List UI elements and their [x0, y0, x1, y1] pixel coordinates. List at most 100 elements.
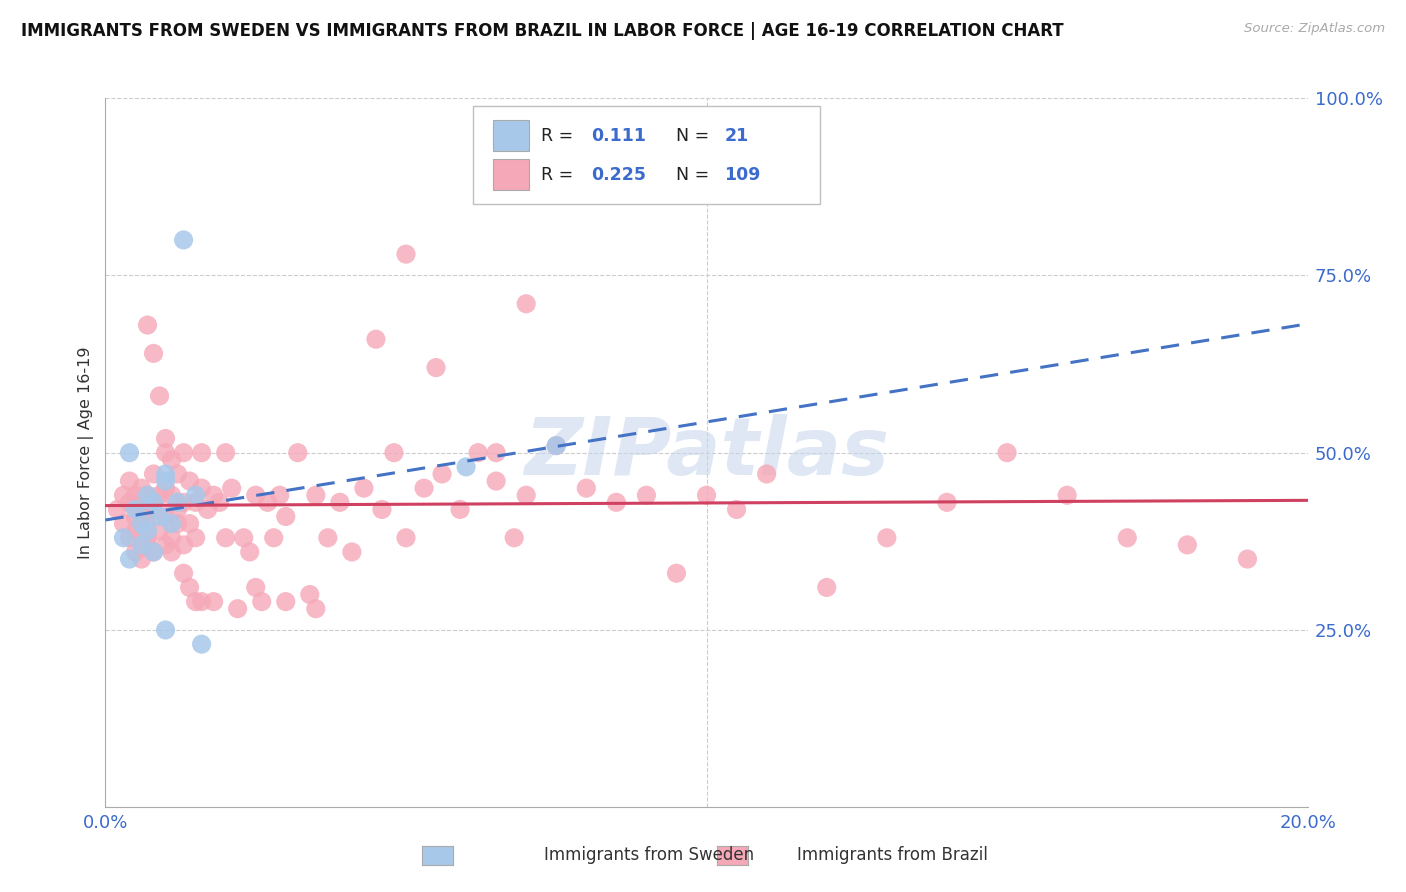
- Point: [166, 516, 188, 531]
- Point: [131, 481, 153, 495]
- Text: 0.111: 0.111: [591, 127, 647, 145]
- Point: [485, 446, 508, 460]
- Point: [263, 531, 285, 545]
- Point: [184, 495, 207, 509]
- Text: N =: N =: [676, 166, 716, 184]
- Point: [190, 637, 212, 651]
- Point: [395, 531, 418, 545]
- Point: [725, 502, 748, 516]
- Point: [173, 233, 195, 247]
- Point: [124, 502, 146, 516]
- Point: [1236, 552, 1258, 566]
- Point: [148, 488, 170, 502]
- Point: [148, 524, 170, 538]
- FancyBboxPatch shape: [492, 159, 529, 190]
- FancyBboxPatch shape: [492, 120, 529, 152]
- Point: [166, 467, 188, 481]
- Text: Immigrants from Sweden: Immigrants from Sweden: [544, 846, 754, 863]
- Point: [173, 495, 195, 509]
- Point: [546, 439, 568, 453]
- Point: [503, 531, 526, 545]
- Point: [256, 495, 278, 509]
- Point: [245, 488, 267, 502]
- Point: [160, 531, 183, 545]
- Point: [124, 488, 146, 502]
- Point: [179, 516, 201, 531]
- Point: [136, 502, 159, 516]
- Point: [179, 581, 201, 595]
- Point: [755, 467, 778, 481]
- Point: [371, 502, 394, 516]
- Point: [148, 509, 170, 524]
- Point: [155, 474, 177, 488]
- Point: [155, 509, 177, 524]
- Point: [1175, 538, 1198, 552]
- Point: [179, 474, 201, 488]
- Point: [190, 594, 212, 608]
- Point: [118, 474, 141, 488]
- Point: [173, 566, 195, 581]
- Point: [298, 588, 321, 602]
- Point: [131, 552, 153, 566]
- Point: [155, 467, 177, 481]
- Point: [425, 360, 447, 375]
- Point: [876, 531, 898, 545]
- Point: [142, 495, 165, 509]
- Point: [636, 488, 658, 502]
- Point: [485, 474, 508, 488]
- Point: [184, 488, 207, 502]
- Point: [340, 545, 363, 559]
- Point: [155, 446, 177, 460]
- Point: [1056, 488, 1078, 502]
- Y-axis label: In Labor Force | Age 16-19: In Labor Force | Age 16-19: [79, 346, 94, 559]
- Point: [250, 594, 273, 608]
- Point: [245, 581, 267, 595]
- Point: [269, 488, 291, 502]
- Point: [1116, 531, 1139, 545]
- Point: [136, 488, 159, 502]
- Point: [190, 446, 212, 460]
- Point: [515, 488, 537, 502]
- Point: [155, 538, 177, 552]
- Point: [118, 531, 141, 545]
- Text: ZIPatlas: ZIPatlas: [524, 414, 889, 491]
- Point: [131, 516, 153, 531]
- Point: [173, 538, 195, 552]
- Point: [118, 446, 141, 460]
- Point: [136, 524, 159, 538]
- Point: [136, 488, 159, 502]
- Point: [214, 446, 236, 460]
- Point: [124, 524, 146, 538]
- Point: [454, 459, 477, 474]
- Point: [575, 481, 598, 495]
- Point: [136, 538, 159, 552]
- Point: [467, 446, 489, 460]
- Point: [155, 432, 177, 446]
- Text: R =: R =: [541, 127, 578, 145]
- Point: [430, 467, 453, 481]
- Point: [515, 297, 537, 311]
- Text: Source: ZipAtlas.com: Source: ZipAtlas.com: [1244, 22, 1385, 36]
- Point: [166, 495, 188, 509]
- Text: 21: 21: [724, 127, 749, 145]
- Point: [605, 495, 627, 509]
- Point: [364, 332, 387, 346]
- Point: [160, 545, 183, 559]
- Point: [202, 488, 225, 502]
- Point: [112, 488, 135, 502]
- Point: [232, 531, 254, 545]
- Point: [329, 495, 352, 509]
- Point: [124, 509, 146, 524]
- Point: [155, 481, 177, 495]
- Point: [184, 531, 207, 545]
- Point: [136, 509, 159, 524]
- Point: [936, 495, 959, 509]
- Point: [274, 594, 297, 608]
- Point: [131, 495, 153, 509]
- Text: R =: R =: [541, 166, 578, 184]
- Text: 109: 109: [724, 166, 761, 184]
- Point: [382, 446, 405, 460]
- Point: [395, 247, 418, 261]
- Point: [136, 318, 159, 332]
- Point: [239, 545, 262, 559]
